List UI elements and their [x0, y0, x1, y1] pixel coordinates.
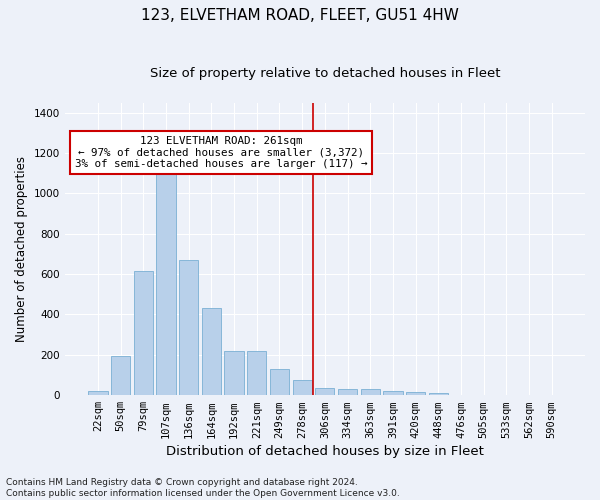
Bar	[270, 369, 289, 395]
Bar	[134, 271, 153, 395]
Bar	[338, 389, 357, 395]
Bar	[88, 391, 107, 395]
Bar	[315, 388, 334, 395]
Bar	[224, 351, 244, 395]
Bar	[428, 393, 448, 395]
Bar	[111, 356, 130, 395]
Bar	[202, 308, 221, 395]
Bar	[247, 351, 266, 395]
Text: 123 ELVETHAM ROAD: 261sqm
← 97% of detached houses are smaller (3,372)
3% of sem: 123 ELVETHAM ROAD: 261sqm ← 97% of detac…	[74, 136, 367, 170]
X-axis label: Distribution of detached houses by size in Fleet: Distribution of detached houses by size …	[166, 444, 484, 458]
Title: Size of property relative to detached houses in Fleet: Size of property relative to detached ho…	[149, 68, 500, 80]
Bar	[157, 171, 176, 395]
Y-axis label: Number of detached properties: Number of detached properties	[15, 156, 28, 342]
Bar	[179, 260, 199, 395]
Bar	[383, 391, 403, 395]
Text: Contains HM Land Registry data © Crown copyright and database right 2024.
Contai: Contains HM Land Registry data © Crown c…	[6, 478, 400, 498]
Bar	[406, 392, 425, 395]
Text: 123, ELVETHAM ROAD, FLEET, GU51 4HW: 123, ELVETHAM ROAD, FLEET, GU51 4HW	[141, 8, 459, 22]
Bar	[361, 389, 380, 395]
Bar	[293, 380, 312, 395]
